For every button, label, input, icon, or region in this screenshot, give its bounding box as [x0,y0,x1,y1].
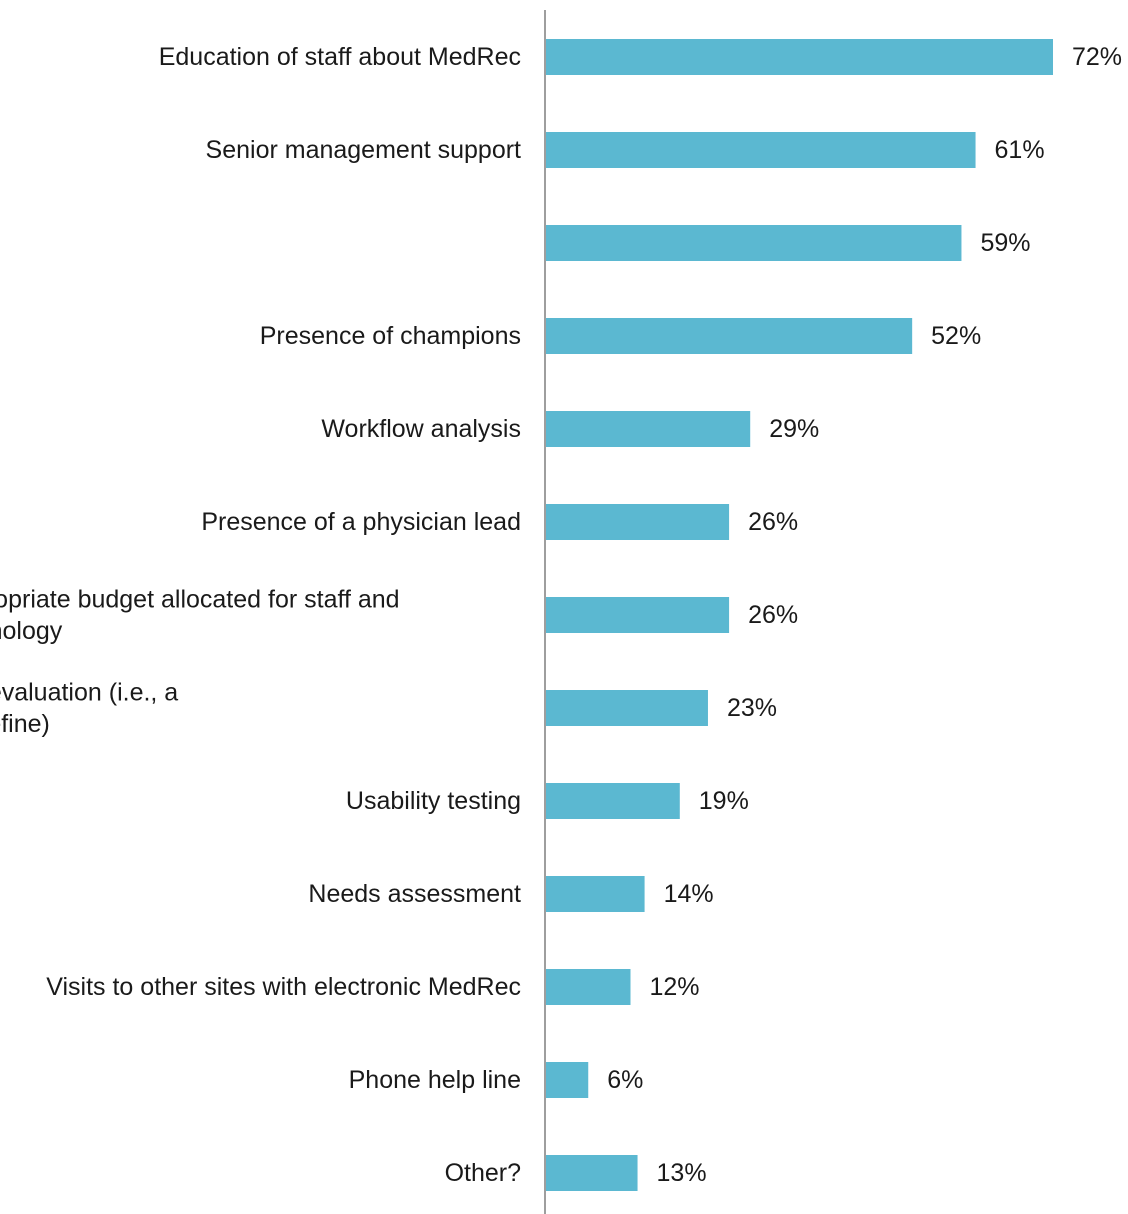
category-label-7: Iterative deployment and evaluation (i.e… [0,678,178,738]
category-label-6-line-1: technology [0,617,63,645]
bar-3 [546,318,913,354]
category-label-6-line-0: Appropriate budget allocated for staff a… [0,585,400,613]
category-labels: Education of staff about MedRec Senior ma… [0,43,521,1187]
value-label-10: 12% [650,973,700,1001]
value-label-4: 29% [769,415,819,443]
bar-10 [546,969,631,1005]
category-label-3-line-0: Presence of champions [260,322,521,350]
bar-5 [546,504,730,540]
category-label-8: Usability testing [346,787,521,815]
category-label-5-line-0: Presence of a physician lead [201,508,521,536]
category-label-7-line-0: Iterative deployment and evaluation (i.e… [0,678,178,706]
category-label-9: Needs assessment [308,880,521,908]
category-label-6: Appropriate budget allocated for staff a… [0,585,400,645]
value-label-8: 19% [699,787,749,815]
category-label-10-line-0: Visits to other sites with electronic Me… [46,973,521,1001]
value-label-0: 72% [1072,43,1122,71]
category-label-4: Workflow analysis [321,415,521,443]
category-label-0: Education of staff about MedRec [159,43,521,71]
category-label-1: Senior management support [206,136,522,164]
bar-6 [546,597,730,633]
bar-7 [546,690,708,726]
bar-4 [546,411,751,447]
bar-9 [546,876,645,912]
value-label-5: 26% [748,508,798,536]
value-label-3: 52% [931,322,981,350]
category-label-9-line-0: Needs assessment [308,880,521,908]
value-label-2: 59% [980,229,1030,257]
bar-12 [546,1155,638,1191]
bar-0 [546,39,1053,75]
value-label-1: 61% [995,136,1045,164]
value-label-7: 23% [727,694,777,722]
bar-1 [546,132,976,168]
value-label-9: 14% [664,880,714,908]
bar-2 [546,225,962,261]
value-label-11: 6% [607,1066,643,1094]
category-label-11-line-0: Phone help line [349,1066,521,1094]
category-label-3: Presence of champions [260,322,521,350]
category-label-4-line-0: Workflow analysis [321,415,521,443]
category-label-0-line-0: Education of staff about MedRec [159,43,521,71]
value-labels: 72% 61% 59% 52% 29% 26% 26% 23% 19% 14% 12% 6% 13% [607,43,1122,1187]
category-label-10: Visits to other sites with electronic Me… [46,973,521,1001]
category-label-12: Other? [445,1159,521,1187]
value-label-6: 26% [748,601,798,629]
bar-11 [546,1062,589,1098]
category-label-8-line-0: Usability testing [346,787,521,815]
value-label-12: 13% [657,1159,707,1187]
category-label-11: Phone help line [349,1066,521,1094]
bar-8 [546,783,680,819]
category-label-7-line-1: cycle of deply, evaluate, refine) [0,710,50,738]
category-label-12-line-0: Other? [445,1159,521,1187]
bars [546,39,1053,1191]
category-label-1-line-0: Senior management support [206,136,522,164]
category-label-5: Presence of a physician lead [201,508,521,536]
